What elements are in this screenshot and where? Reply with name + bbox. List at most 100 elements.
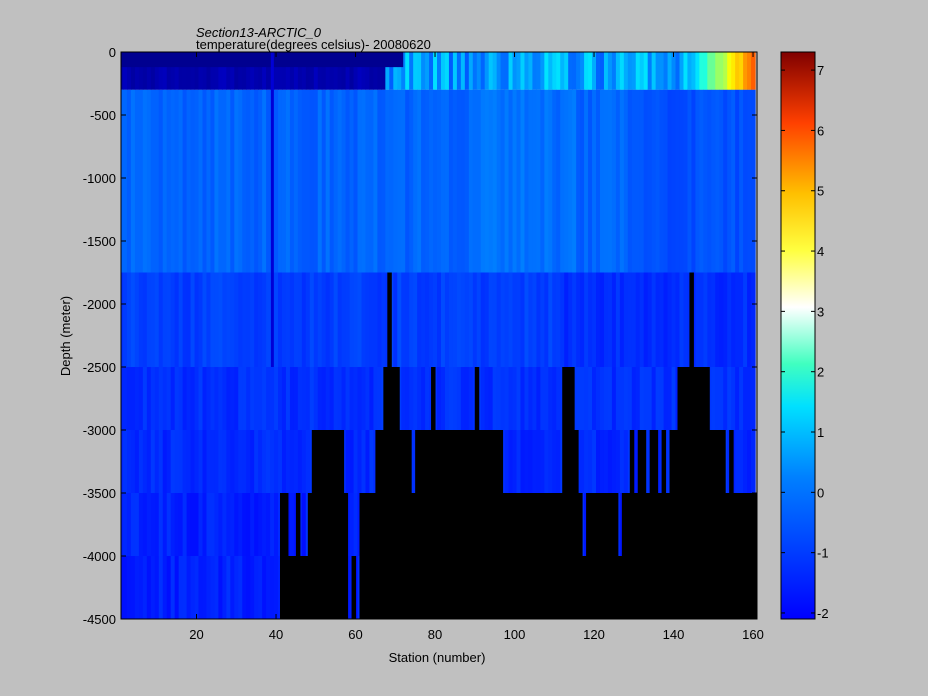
heatmap-cell xyxy=(130,89,136,273)
heatmap-cell xyxy=(425,89,430,273)
heatmap-cell xyxy=(238,493,243,556)
heatmap-cell xyxy=(607,52,613,90)
heatmap-cell xyxy=(270,493,275,556)
colorbar xyxy=(780,51,816,620)
heatmap-cell xyxy=(735,367,740,430)
heatmap-cell xyxy=(170,493,176,556)
heatmap-cell xyxy=(572,89,577,273)
heatmap-cell xyxy=(150,52,156,90)
heatmap-cell xyxy=(607,89,613,273)
heatmap-cell xyxy=(496,367,502,430)
heatmap-cell xyxy=(317,272,323,367)
heatmap-cell xyxy=(437,272,442,367)
heatmap-cell xyxy=(289,272,295,367)
heatmap-cell xyxy=(647,272,653,367)
heatmap-cell xyxy=(369,430,375,493)
heatmap-cell xyxy=(198,367,204,430)
heatmap-cell xyxy=(285,272,291,367)
heatmap-cell xyxy=(623,272,629,367)
heatmap-cell xyxy=(146,367,152,430)
heatmap-cell xyxy=(417,52,422,90)
heatmap-cell xyxy=(274,89,279,273)
heatmap-cell xyxy=(126,367,132,430)
seafloor-bar xyxy=(395,367,400,619)
heatmap-cell xyxy=(274,430,279,493)
y-tick-label: -3500 xyxy=(83,486,116,501)
heatmap-cell xyxy=(150,556,156,619)
heatmap-cell xyxy=(242,430,247,493)
heatmap-cell xyxy=(528,430,534,493)
heatmap-cell xyxy=(389,52,394,90)
heatmap-cell xyxy=(711,52,716,90)
heatmap-cell xyxy=(222,493,227,556)
heatmap-cell xyxy=(134,556,140,619)
heatmap-cell xyxy=(182,272,188,367)
heatmap-cell xyxy=(278,367,283,430)
seafloor-bar xyxy=(729,430,734,619)
heatmap-cell xyxy=(623,367,629,430)
heatmap-cell xyxy=(142,52,148,90)
seafloor-bar xyxy=(673,430,678,619)
heatmap-cell xyxy=(556,272,561,367)
heatmap-cell xyxy=(281,52,287,90)
heatmap-cell xyxy=(121,89,124,273)
heatmap-cell xyxy=(409,272,414,367)
heatmap-cell xyxy=(325,52,331,90)
heatmap-cell xyxy=(468,89,474,273)
heatmap-cell xyxy=(146,52,152,90)
colorbar-tick-label: 3 xyxy=(817,304,824,319)
heatmap-cell xyxy=(166,556,172,619)
seafloor-bar xyxy=(645,493,651,619)
heatmap-cell xyxy=(293,430,299,493)
heatmap-cell xyxy=(409,52,414,90)
seafloor-bar xyxy=(435,430,472,619)
heatmap-cell xyxy=(254,367,259,430)
heatmap-cell xyxy=(166,89,172,273)
heatmap-cell xyxy=(258,556,263,619)
heatmap-cell xyxy=(548,430,553,493)
heatmap-cell xyxy=(405,367,410,430)
heatmap-cell xyxy=(504,367,510,430)
heatmap-cell xyxy=(405,272,410,367)
heatmap-cell xyxy=(643,89,649,273)
heatmap-cell xyxy=(727,367,732,430)
heatmap-cell xyxy=(536,430,541,493)
seafloor-bar xyxy=(625,493,631,619)
heatmap-cell xyxy=(393,272,398,367)
heatmap-cell xyxy=(727,52,732,90)
heatmap-cell xyxy=(142,493,148,556)
colorbar-tick-label: 7 xyxy=(817,63,824,78)
heatmap-cell xyxy=(218,52,223,90)
heatmap-cell xyxy=(341,367,347,430)
heatmap-cell xyxy=(651,272,657,367)
heatmap-cell xyxy=(703,52,708,90)
heatmap-cell xyxy=(548,272,553,367)
heatmap-cell xyxy=(448,89,454,273)
heatmap-cell xyxy=(274,556,279,619)
heatmap-cell xyxy=(202,493,208,556)
seafloor-bar xyxy=(693,367,706,619)
heatmap-cell xyxy=(198,52,204,90)
heatmap-cell xyxy=(548,89,553,273)
heatmap-cell xyxy=(258,367,263,430)
heatmap-cell xyxy=(146,556,152,619)
heatmap-cell xyxy=(556,367,561,430)
colorbar-tick-label: 0 xyxy=(817,485,824,500)
heatmap-cell xyxy=(683,272,689,367)
heatmap-cell xyxy=(238,430,243,493)
heatmap-cell xyxy=(480,272,486,367)
heatmap-cell xyxy=(687,89,693,273)
heatmap-cell xyxy=(444,52,450,90)
heatmap-cell xyxy=(121,52,124,90)
heatmap-cell xyxy=(234,52,239,90)
heatmap-cell xyxy=(218,493,223,556)
heatmap-cell xyxy=(584,430,589,493)
heatmap-cell xyxy=(627,52,633,90)
heatmap-cell xyxy=(464,52,470,90)
heatmap-cell xyxy=(186,556,192,619)
heatmap-cell xyxy=(305,430,311,493)
heatmap-cell xyxy=(166,272,172,367)
heatmap-cell xyxy=(488,272,494,367)
heatmap-cell xyxy=(126,430,132,493)
heatmap-cell xyxy=(504,272,510,367)
